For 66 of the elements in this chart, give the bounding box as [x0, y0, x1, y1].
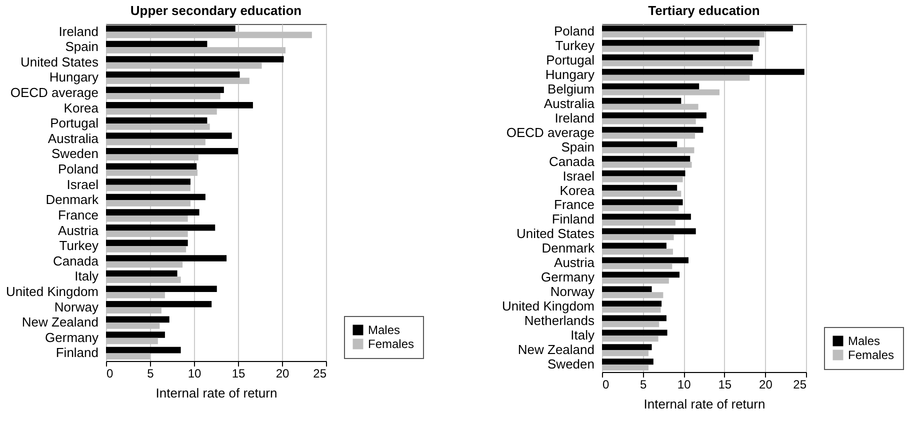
y-tick-label: OECD average — [10, 85, 98, 100]
y-tick-label: Hungary — [545, 66, 595, 82]
x-tick-label: 0 — [106, 366, 114, 380]
y-tick-label: Sweden — [548, 356, 594, 372]
y-tick-label: United States — [20, 54, 99, 70]
y-tick-label: Sweden — [52, 146, 98, 162]
y-tick-label: Israel — [66, 176, 99, 192]
x-tick-label: 5 — [640, 378, 647, 392]
y-tick-label: Ireland — [554, 110, 594, 126]
y-tick-label: Netherlands — [524, 313, 595, 328]
y-tick-label: Ireland — [58, 24, 98, 39]
y-tick-label: OECD average — [506, 124, 594, 140]
y-tick-label: Belgium — [548, 81, 594, 96]
chart-title: Upper secondary education — [130, 3, 302, 18]
y-tick-label: Italy — [570, 328, 595, 343]
x-tick-label: 0 — [602, 378, 610, 392]
legend-label: Females — [848, 348, 894, 362]
y-tick-label: United States — [516, 226, 595, 242]
y-tick-label: Denmark — [542, 240, 595, 256]
y-tick-label: Hungary — [49, 70, 99, 85]
x-axis-title: Internal rate of return — [156, 386, 278, 400]
y-tick-label: Finland — [552, 212, 594, 227]
y-tick-label: Israel — [562, 168, 595, 184]
chart-title: Tertiary education — [648, 3, 760, 18]
y-tick-label: Italy — [74, 268, 99, 284]
y-tick-label: Canada — [52, 253, 100, 268]
y-tick-label: Austria — [58, 222, 100, 238]
y-tick-label: France — [554, 197, 594, 212]
legend-label: Females — [368, 337, 414, 351]
y-tick-label: Finland — [56, 345, 98, 360]
y-tick-label: United Kingdom — [502, 298, 594, 314]
y-tick-label: Australia — [48, 130, 100, 146]
y-tick-label: Spain — [561, 139, 594, 154]
x-tick-label: 20 — [276, 366, 290, 380]
y-tick-label: Germany — [45, 330, 99, 345]
y-tick-label: Turkey — [59, 238, 99, 254]
y-tick-label: Portugal — [50, 116, 99, 131]
y-tick-label: New Zealand — [518, 342, 594, 358]
y-tick-label: Portugal — [546, 52, 595, 68]
y-tick-label: Norway — [54, 299, 99, 314]
x-tick-label: 10 — [677, 378, 692, 392]
x-tick-label: 10 — [188, 366, 202, 380]
y-tick-label: Poland — [58, 162, 98, 177]
y-tick-label: Australia — [544, 96, 596, 111]
y-tick-label: Poland — [554, 23, 594, 38]
y-tick-label: New Zealand — [22, 314, 98, 330]
y-tick-label: France — [58, 207, 98, 222]
y-tick-label: Turkey — [555, 38, 595, 53]
x-tick-label: 20 — [759, 378, 773, 392]
x-tick-label: 15 — [232, 366, 246, 380]
y-tick-label: Denmark — [46, 192, 99, 208]
y-tick-label: Austria — [554, 255, 596, 270]
y-tick-label: United Kingdom — [6, 284, 98, 299]
x-tick-label: 5 — [147, 366, 154, 380]
y-tick-label: Spain — [65, 39, 98, 54]
y-tick-label: Norway — [550, 284, 595, 300]
legend-label: Males — [848, 334, 880, 348]
y-tick-label: Korea — [64, 100, 100, 116]
x-tick-label: 15 — [718, 378, 732, 392]
y-tick-label: Germany — [541, 270, 595, 285]
legend-label: Males — [368, 323, 400, 337]
y-tick-label: Canada — [548, 154, 596, 169]
x-tick-label: 25 — [313, 366, 327, 380]
x-tick-label: 25 — [793, 378, 807, 392]
x-axis-title: Internal rate of return — [644, 396, 766, 412]
y-tick-label: Korea — [560, 182, 596, 198]
